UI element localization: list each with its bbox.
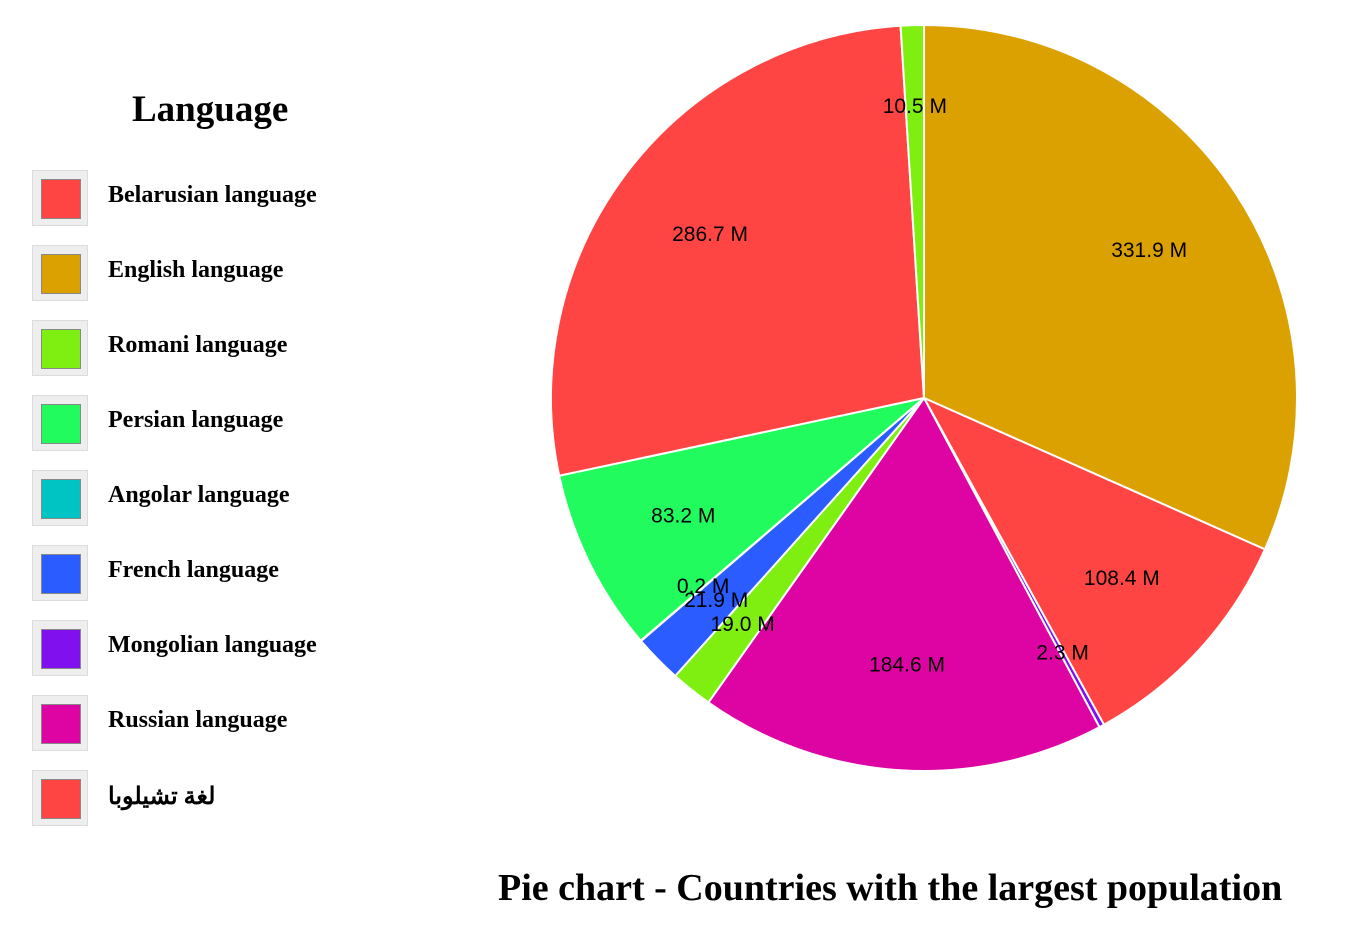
slice-label: 21.9 M: [684, 589, 748, 612]
legend-swatch-frame: [32, 695, 88, 751]
legend-label: French language: [108, 557, 279, 583]
legend-item: Russian language: [32, 695, 392, 753]
legend-swatch: [41, 404, 81, 444]
legend-swatch: [41, 329, 81, 369]
legend-swatch-frame: [32, 470, 88, 526]
legend-swatch-frame: [32, 545, 88, 601]
legend-swatch-frame: [32, 320, 88, 376]
legend-swatch-frame: [32, 170, 88, 226]
pie-slice: [550, 24, 926, 477]
legend-swatch: [41, 179, 81, 219]
legend-swatch-frame: [32, 620, 88, 676]
legend-item: Belarusian language: [32, 170, 392, 228]
legend-label: Angolar language: [108, 482, 290, 508]
legend-item: Angolar language: [32, 470, 392, 528]
legend-swatch: [41, 704, 81, 744]
legend-swatch: [41, 629, 81, 669]
pie-slice: [557, 397, 925, 643]
legend-swatch-frame: [32, 245, 88, 301]
legend-item: Romani language: [32, 320, 392, 378]
legend-swatch: [41, 779, 81, 819]
legend-item: English language: [32, 245, 392, 303]
slice-label: 10.5 M: [883, 95, 947, 118]
legend-label: Romani language: [108, 332, 288, 358]
chart-title: Pie chart - Countries with the largest p…: [498, 867, 1283, 909]
legend-swatch: [41, 254, 81, 294]
legend-title: Language: [132, 89, 289, 130]
legend-item: French language: [32, 545, 392, 603]
pie-chart: 331.9 M 108.4 M 2.3 M 184.6 M 19.0 M21.9 M0.…: [550, 23, 1298, 772]
pie-slice: [923, 23, 1298, 551]
slice-label: 2.3 M: [1036, 641, 1089, 664]
slice-label: 331.9 M: [1111, 239, 1187, 262]
pie-slice: [899, 23, 925, 399]
slice-label: 83.2 M: [651, 505, 715, 528]
slice-label: 108.4 M: [1084, 567, 1160, 590]
legend-swatch-frame: [32, 770, 88, 826]
legend-label: لغة تشيلوبا: [108, 784, 216, 810]
legend-label: Mongolian language: [108, 632, 317, 658]
legend-swatch-frame: [32, 395, 88, 451]
legend-swatch: [41, 554, 81, 594]
legend-item: Mongolian language: [32, 620, 392, 678]
legend-swatch: [41, 479, 81, 519]
legend-label: Belarusian language: [108, 182, 317, 208]
slice-label: 286.7 M: [672, 223, 748, 246]
slice-label: 0.2 M: [677, 575, 730, 598]
legend-item: لغة تشيلوبا: [32, 770, 392, 828]
legend-item: Persian language: [32, 395, 392, 453]
pie-slice: [921, 395, 1267, 727]
pie-slice: [707, 396, 1101, 772]
slice-label: 19.0 M: [711, 613, 775, 636]
legend-label: Persian language: [108, 407, 284, 433]
legend-label: Russian language: [108, 707, 288, 733]
legend-label: English language: [108, 257, 284, 283]
slice-label: 184.6 M: [869, 654, 945, 677]
